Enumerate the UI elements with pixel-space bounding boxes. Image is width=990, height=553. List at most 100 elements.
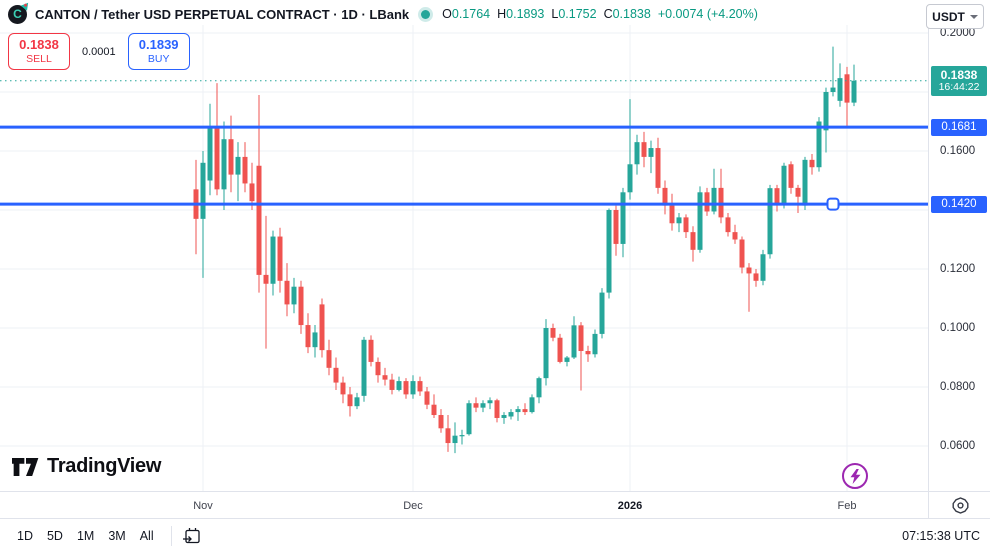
- candle-body[interactable]: [375, 361, 381, 376]
- candle-body[interactable]: [256, 165, 262, 275]
- candle-body[interactable]: [634, 142, 640, 165]
- candle-body[interactable]: [515, 409, 521, 413]
- candle-body[interactable]: [620, 192, 626, 244]
- candle-body[interactable]: [263, 274, 269, 284]
- candle-body[interactable]: [823, 92, 829, 131]
- candle-body[interactable]: [508, 412, 514, 417]
- candle-body[interactable]: [564, 357, 570, 362]
- candle-body[interactable]: [221, 139, 227, 190]
- candle-body[interactable]: [655, 148, 661, 188]
- candle-body[interactable]: [725, 217, 731, 233]
- candle-body[interactable]: [501, 415, 507, 418]
- candle-body[interactable]: [543, 328, 549, 379]
- symbol-title[interactable]: CANTON / Tether USD PERPETUAL CONTRACT ·…: [35, 6, 410, 22]
- range-button-3m[interactable]: 3M: [108, 529, 126, 543]
- candle-body[interactable]: [837, 78, 843, 101]
- candle-body[interactable]: [816, 121, 822, 168]
- axis-settings-button[interactable]: [928, 492, 990, 519]
- candle-body[interactable]: [690, 232, 696, 250]
- candle-body[interactable]: [368, 339, 374, 362]
- candle-body[interactable]: [802, 159, 808, 206]
- candle-body[interactable]: [522, 409, 528, 413]
- candle-body[interactable]: [291, 286, 297, 305]
- candle-body[interactable]: [431, 404, 437, 416]
- candle-body[interactable]: [235, 156, 241, 175]
- candle-body[interactable]: [613, 210, 619, 244]
- candle-body[interactable]: [844, 74, 850, 103]
- candle-body[interactable]: [830, 87, 836, 92]
- candle-body[interactable]: [389, 379, 395, 390]
- candle-body[interactable]: [340, 382, 346, 395]
- candle-body[interactable]: [585, 351, 591, 355]
- candle-body[interactable]: [445, 428, 451, 444]
- candle-body[interactable]: [760, 254, 766, 281]
- candlestick-chart[interactable]: [0, 25, 928, 491]
- candle-body[interactable]: [473, 403, 479, 408]
- candle-body[interactable]: [459, 435, 465, 437]
- candle-body[interactable]: [711, 187, 717, 212]
- candle-body[interactable]: [557, 337, 563, 362]
- candle-body[interactable]: [529, 397, 535, 413]
- candle-body[interactable]: [788, 164, 794, 188]
- candle-body[interactable]: [774, 188, 780, 205]
- candle-body[interactable]: [319, 304, 325, 351]
- candle-body[interactable]: [851, 80, 857, 103]
- candle-body[interactable]: [641, 142, 647, 157]
- candle-body[interactable]: [410, 381, 416, 395]
- candle-body[interactable]: [599, 292, 605, 334]
- candle-body[interactable]: [466, 403, 472, 435]
- candle-body[interactable]: [452, 435, 458, 444]
- candle-body[interactable]: [242, 156, 248, 184]
- candle-body[interactable]: [207, 127, 213, 181]
- candles[interactable]: [193, 46, 857, 454]
- candle-body[interactable]: [228, 139, 234, 175]
- range-button-all[interactable]: All: [139, 529, 154, 543]
- candle-body[interactable]: [487, 400, 493, 404]
- candle-body[interactable]: [697, 192, 703, 250]
- candle-body[interactable]: [809, 159, 815, 168]
- candle-body[interactable]: [648, 148, 654, 157]
- candle-body[interactable]: [361, 339, 367, 396]
- buy-button[interactable]: 0.1839 BUY: [127, 33, 190, 70]
- range-button-1d[interactable]: 1D: [17, 529, 33, 543]
- candle-body[interactable]: [494, 400, 500, 418]
- candle-body[interactable]: [284, 280, 290, 305]
- candle-body[interactable]: [438, 415, 444, 429]
- instant-order-button[interactable]: [842, 463, 868, 489]
- candle-body[interactable]: [753, 273, 759, 281]
- candle-body[interactable]: [354, 397, 360, 407]
- candle-body[interactable]: [795, 187, 801, 197]
- tradingview-attribution[interactable]: TradingView: [12, 455, 161, 478]
- candle-body[interactable]: [571, 325, 577, 358]
- candle-body[interactable]: [480, 403, 486, 408]
- candle-body[interactable]: [424, 391, 430, 405]
- time-axis[interactable]: Nov Dec 2026 Feb: [0, 491, 990, 519]
- candle-body[interactable]: [249, 183, 255, 202]
- candle-body[interactable]: [767, 188, 773, 255]
- candle-body[interactable]: [592, 333, 598, 355]
- candle-body[interactable]: [704, 192, 710, 212]
- sell-button[interactable]: 0.1838 SELL: [8, 33, 70, 70]
- candle-body[interactable]: [305, 325, 311, 348]
- candle-body[interactable]: [732, 232, 738, 240]
- price-axis[interactable]: 0.20000.18000.16000.14000.12000.10000.08…: [928, 25, 990, 491]
- candle-body[interactable]: [326, 350, 332, 368]
- candle-body[interactable]: [382, 375, 388, 380]
- candle-body[interactable]: [298, 286, 304, 326]
- candle-body[interactable]: [676, 217, 682, 224]
- candle-body[interactable]: [683, 217, 689, 233]
- candle-body[interactable]: [200, 162, 206, 219]
- candle-body[interactable]: [536, 378, 542, 398]
- range-button-5d[interactable]: 5D: [46, 529, 63, 543]
- candle-body[interactable]: [277, 236, 283, 281]
- candle-body[interactable]: [578, 325, 584, 352]
- candle-body[interactable]: [781, 165, 787, 205]
- candle-body[interactable]: [270, 236, 276, 284]
- candle-body[interactable]: [417, 381, 423, 392]
- candle-body[interactable]: [347, 394, 353, 407]
- candle-body[interactable]: [662, 187, 668, 206]
- candle-body[interactable]: [669, 205, 675, 224]
- candle-body[interactable]: [606, 210, 612, 293]
- candle-body[interactable]: [739, 239, 745, 268]
- candle-body[interactable]: [312, 332, 318, 348]
